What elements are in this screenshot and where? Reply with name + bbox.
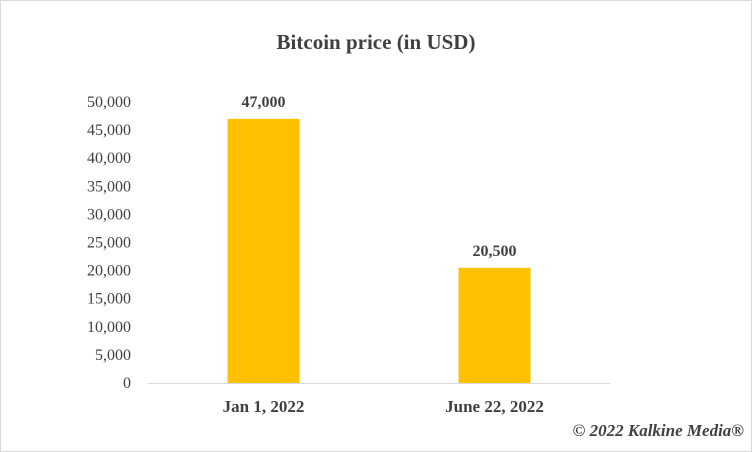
y-tick-label: 0	[123, 375, 131, 392]
y-tick-label: 35,000	[87, 178, 131, 195]
x-category-label: June 22, 2022	[445, 397, 544, 416]
y-tick-label: 10,000	[87, 319, 131, 336]
y-tick-label: 50,000	[87, 94, 131, 111]
bar	[227, 118, 300, 384]
x-category-label: Jan 1, 2022	[223, 397, 305, 416]
y-tick-label: 45,000	[87, 122, 131, 139]
y-tick-label: 15,000	[87, 291, 131, 308]
data-label: 20,500	[473, 243, 517, 260]
y-tick-label: 40,000	[87, 150, 131, 167]
y-tick-label: 25,000	[87, 235, 131, 252]
data-label: 47,000	[242, 94, 286, 111]
y-tick-label: 5,000	[95, 347, 131, 364]
bar	[458, 267, 531, 383]
copyright-credit: © 2022 Kalkine Media®	[572, 421, 744, 440]
y-tick-label: 30,000	[87, 206, 131, 223]
chart-title: Bitcoin price (in USD)	[276, 30, 476, 54]
y-tick-label: 20,000	[87, 263, 131, 280]
